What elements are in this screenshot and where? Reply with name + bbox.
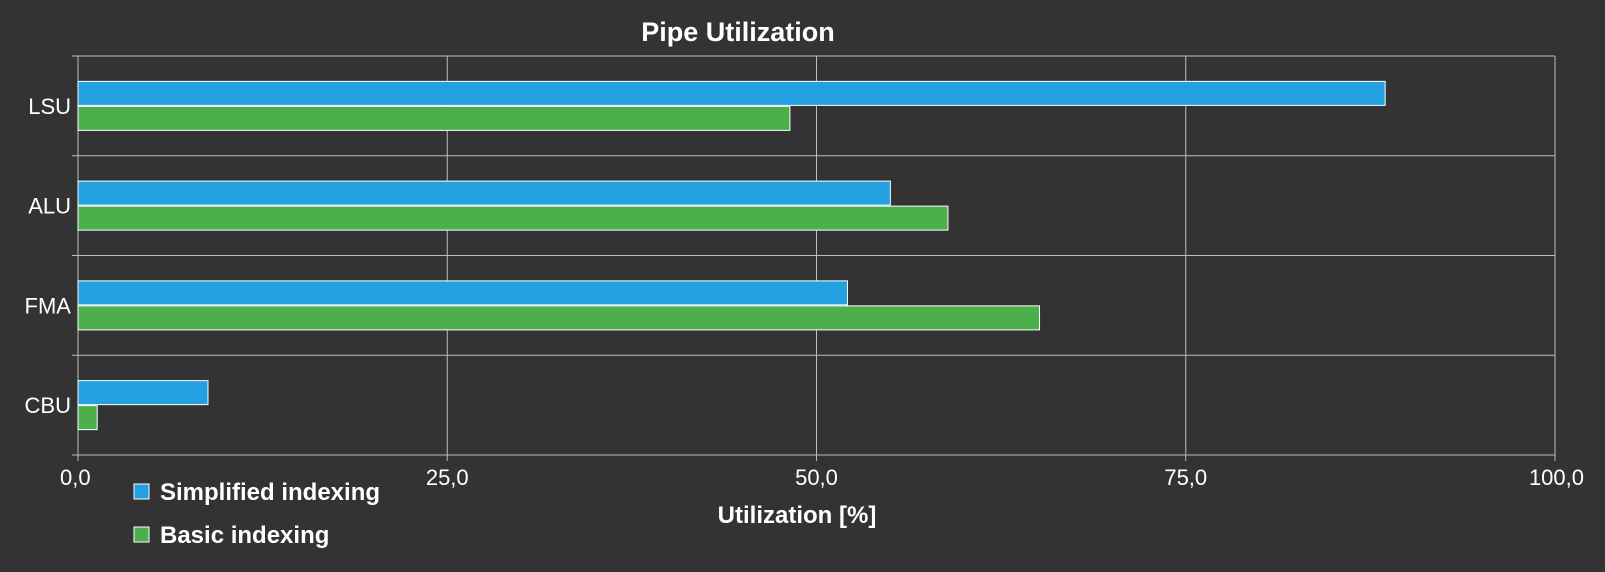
x-axis-title: Utilization [%] [718,502,877,529]
bar-lsu-simplified-indexing [77,80,1386,106]
bar-cbu-simplified-indexing [77,380,209,406]
legend-swatch [133,483,150,500]
legend-label: Simplified indexing [160,479,380,506]
legend-label: Basic indexing [160,522,329,549]
x-axis-labels: 0,0 25,0 50,0 75,0 100,0 [60,465,1584,490]
bar-lsu-basic-indexing [77,105,791,131]
y-tick-label: FMA [25,293,72,318]
x-tick-label: 50,0 [795,465,838,490]
x-tick-label: 25,0 [426,465,469,490]
y-tick-label: CBU [25,393,71,418]
legend-swatch [133,526,150,543]
y-tick-label: LSU [28,94,71,119]
y-axis-labels: LSU ALU FMA CBU [25,94,72,418]
bar-fma-simplified-indexing [77,280,849,306]
x-tick-label: 75,0 [1164,465,1207,490]
x-tick-label: 0,0 [60,465,91,490]
legend: Simplified indexing Basic indexing [133,479,380,549]
bar-alu-simplified-indexing [77,180,891,206]
chart-title: Pipe Utilization [641,17,835,47]
bar-fma-basic-indexing [77,305,1041,331]
bar-alu-basic-indexing [77,205,949,231]
x-tick-label: 100,0 [1529,465,1584,490]
bar-cbu-basic-indexing [77,405,98,431]
y-tick-label: ALU [28,194,71,219]
grid-lines [72,55,1556,461]
bars [77,80,1386,431]
